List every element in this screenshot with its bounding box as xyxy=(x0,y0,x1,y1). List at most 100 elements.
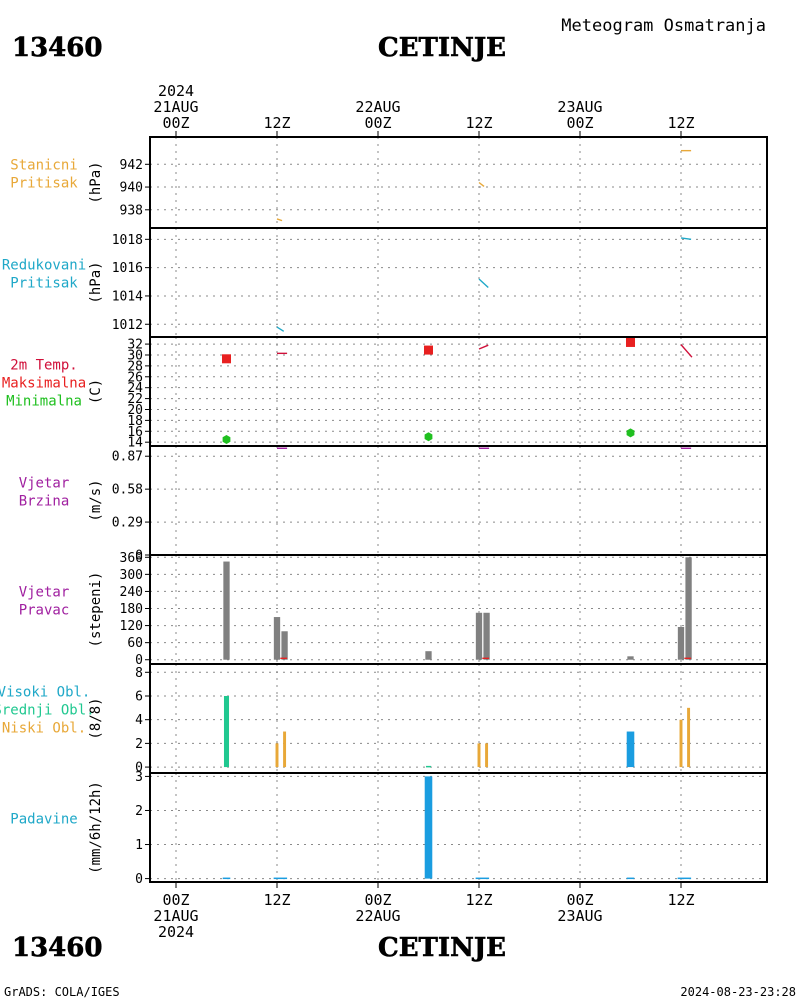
y-tick-label: 2 xyxy=(135,804,143,819)
y-tick-label: 938 xyxy=(120,203,143,218)
bar xyxy=(627,656,634,660)
bar xyxy=(223,561,230,660)
bar xyxy=(677,627,685,660)
bar xyxy=(679,719,683,768)
bar xyxy=(626,731,635,768)
y-axis-label: (hPa) xyxy=(88,161,104,203)
panel-legend-label: Brzina xyxy=(19,494,70,510)
y-tick-label: 0 xyxy=(135,549,143,564)
y-axis-label: (mm/6h/12h) xyxy=(88,781,104,874)
series-line xyxy=(478,181,485,188)
top-time-label: 22AUG xyxy=(355,98,400,116)
y-tick-label: 2 xyxy=(135,737,143,752)
series-line xyxy=(680,237,692,241)
y-tick-label: 940 xyxy=(120,181,143,196)
bar xyxy=(275,743,279,768)
y-tick-label: 28 xyxy=(127,359,143,374)
panel-frame xyxy=(149,554,768,665)
bar xyxy=(685,557,692,660)
y-tick-label: 20 xyxy=(127,403,143,418)
y-tick-label: 0.87 xyxy=(112,450,143,465)
bar xyxy=(485,743,489,768)
y-tick-label: 942 xyxy=(120,158,143,173)
meteogram-panels: 938940942(hPa)StanicniPritisak1012101410… xyxy=(0,131,768,888)
bar xyxy=(273,877,288,880)
bottom-time-label: 00Z xyxy=(162,891,189,909)
bottom-time-label: 12Z xyxy=(263,891,290,909)
y-tick-label: 24 xyxy=(127,381,143,396)
panel-legend-label: Visoki Obl. xyxy=(0,685,90,701)
min-temp-marker xyxy=(222,434,231,444)
bar xyxy=(425,651,432,660)
bottom-time-label: 23AUG xyxy=(557,907,602,925)
bar xyxy=(483,612,490,660)
min-temp-marker xyxy=(424,432,433,442)
panel-frame xyxy=(149,663,768,774)
y-tick-label: 3 xyxy=(135,770,143,785)
max-temp-marker xyxy=(424,345,433,355)
bar xyxy=(475,612,483,660)
grads-credit: GrADS: COLA/IGES xyxy=(4,985,120,999)
bar xyxy=(687,707,691,768)
y-tick-label: 1012 xyxy=(112,318,143,333)
top-time-label: 12Z xyxy=(465,114,492,132)
y-tick-label: 120 xyxy=(120,619,143,634)
station-id-top: 13460 xyxy=(12,33,102,63)
panel-legend-label: Pritisak xyxy=(10,276,78,292)
panel-legend-label: Minimalna xyxy=(6,394,82,410)
y-tick-label: 32 xyxy=(127,338,143,353)
panel-frame xyxy=(149,136,768,229)
top-time-label: 2024 xyxy=(158,82,194,100)
series-line xyxy=(276,326,285,332)
bottom-time-label: 21AUG xyxy=(153,907,198,925)
y-tick-label: 0 xyxy=(135,761,143,776)
y-tick-label: 6 xyxy=(135,689,143,704)
y-tick-label: 1014 xyxy=(112,289,143,304)
bottom-time-label: 2024 xyxy=(158,923,194,941)
panel-clouds: 0 2 4 6 8 (8/8)Visoki Obl. Srednji Obl. Niski O… xyxy=(0,663,768,776)
y-tick-label: 16 xyxy=(127,425,143,440)
panel-frame xyxy=(149,336,768,447)
series-line xyxy=(478,344,489,350)
y-axis-label: (m/s) xyxy=(88,479,104,521)
bar xyxy=(283,731,287,768)
panel-legend-label: Maksimalna xyxy=(2,376,86,392)
min-temp-marker xyxy=(626,428,635,438)
y-axis-label: (8/8) xyxy=(88,697,104,739)
panel-frame xyxy=(149,772,768,883)
bottom-time-label: 00Z xyxy=(566,891,593,909)
panel-legend-label: Pravac xyxy=(19,603,70,619)
max-temp-marker xyxy=(626,337,635,347)
bar xyxy=(273,617,281,660)
top-time-label: 12Z xyxy=(263,114,290,132)
panel-legend-label: Niski Obl. xyxy=(2,721,86,737)
top-time-label: 00Z xyxy=(364,114,391,132)
station-name-bottom: CETINJE xyxy=(378,933,506,963)
y-tick-label: 0 xyxy=(135,872,143,887)
bar xyxy=(424,776,433,879)
y-tick-label: 26 xyxy=(127,370,143,385)
panel-wind-speed: 0 0.29 0.58 0.87 (m/s) Vjetar Brzina xyxy=(19,445,768,564)
y-tick-label: 8 xyxy=(135,666,143,681)
panel-frame xyxy=(149,227,768,338)
y-tick-label: 0.29 xyxy=(112,516,143,531)
series-line xyxy=(276,218,283,222)
panel-wind-direction: 0 60 120 180 240 300 360 (stepeni) Vjetar Pravac xyxy=(19,551,768,668)
panel-legend-label: Redukovani xyxy=(2,258,86,274)
panel-legend-label: Vjetar xyxy=(19,585,70,601)
y-tick-label: 60 xyxy=(127,636,143,651)
y-tick-label: 22 xyxy=(127,392,143,407)
series-line xyxy=(478,278,489,288)
y-tick-label: 240 xyxy=(120,585,143,600)
bar xyxy=(222,877,231,880)
top-time-label: 21AUG xyxy=(153,98,198,116)
bar xyxy=(223,695,230,768)
panel-legend-label: Padavine xyxy=(10,812,77,828)
bottom-time-label: 00Z xyxy=(364,891,391,909)
bar xyxy=(281,631,288,660)
bottom-time-label: 12Z xyxy=(667,891,694,909)
bottom-time-label: 12Z xyxy=(465,891,492,909)
